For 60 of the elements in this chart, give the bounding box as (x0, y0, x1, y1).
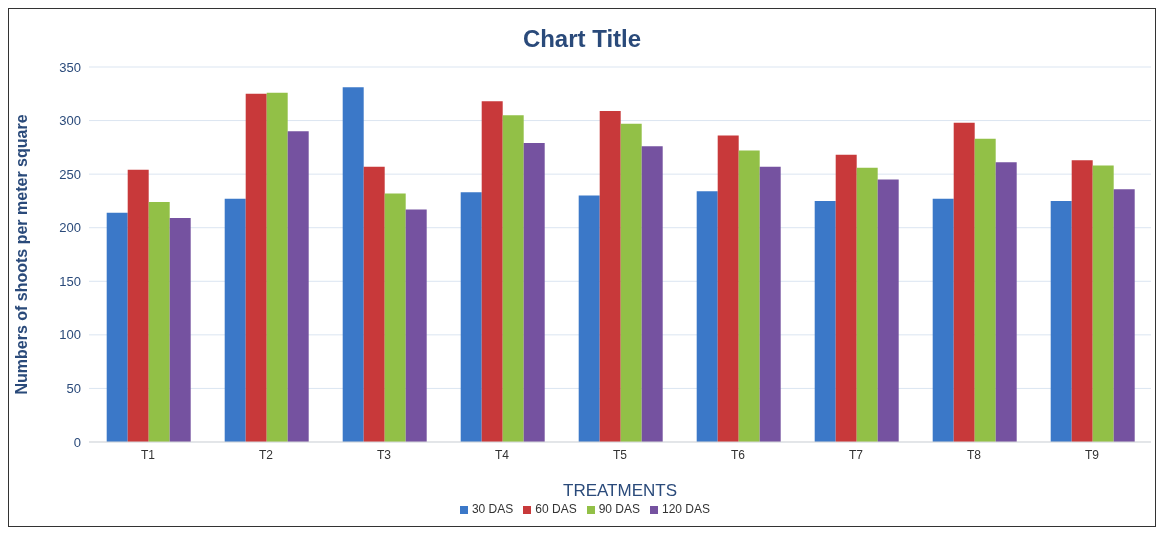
x-tick-label: T1 (140, 447, 156, 462)
bar (717, 135, 739, 442)
bar (856, 167, 878, 442)
bar (481, 101, 503, 442)
x-tick-label: T8 (966, 447, 982, 462)
x-tick-label: T6 (730, 447, 746, 462)
x-tick-label: T2 (258, 447, 274, 462)
y-axis-title: Numbers of shoots per meter square (12, 114, 30, 395)
y-tick-label: 50 (66, 381, 81, 397)
bar (266, 92, 288, 442)
bar (342, 87, 364, 442)
bar (106, 212, 128, 442)
bar (1050, 200, 1072, 442)
bar (169, 218, 191, 442)
bar (1113, 189, 1135, 442)
x-tick-label: T9 (1084, 447, 1100, 462)
y-tick-label: 0 (73, 434, 81, 450)
legend-label: 90 DAS (598, 502, 641, 516)
bar (932, 198, 954, 442)
legend-label: 120 DAS (662, 502, 711, 516)
bar (953, 122, 975, 442)
x-tick-label: T5 (612, 447, 628, 462)
bar (641, 146, 663, 442)
bar (995, 162, 1017, 442)
x-tick-label: T7 (848, 447, 864, 462)
chart-title: Chart Title (521, 25, 643, 54)
bar (523, 143, 545, 442)
bar (460, 192, 482, 442)
x-axis-title: TREATMENTS (563, 481, 677, 500)
bar (148, 202, 170, 442)
bar (814, 200, 836, 442)
bar (1092, 165, 1114, 442)
y-tick-label: 150 (59, 273, 81, 289)
bar (877, 179, 899, 442)
bar (127, 169, 149, 442)
y-tick-label: 300 (59, 113, 81, 129)
y-tick-label: 250 (59, 166, 81, 182)
bar (384, 193, 406, 442)
bar (224, 198, 246, 442)
bar (245, 93, 267, 442)
bar (835, 154, 857, 442)
bar (974, 138, 996, 442)
bar (363, 166, 385, 442)
bar (502, 115, 524, 442)
bar (738, 150, 760, 442)
bar (620, 123, 642, 442)
y-tick-label: 100 (59, 327, 81, 343)
y-tick-label: 200 (59, 220, 81, 236)
bar (759, 166, 781, 442)
bar (578, 195, 600, 442)
x-tick-label: T3 (376, 447, 392, 462)
bar (599, 110, 621, 442)
bar (1071, 160, 1093, 442)
bar (405, 209, 427, 442)
legend-label: 30 DAS (471, 502, 514, 516)
x-tick-label: T4 (494, 447, 510, 462)
bar (696, 191, 718, 442)
y-tick-label: 350 (59, 59, 81, 75)
bar (287, 131, 309, 442)
legend-label: 60 DAS (535, 502, 577, 516)
